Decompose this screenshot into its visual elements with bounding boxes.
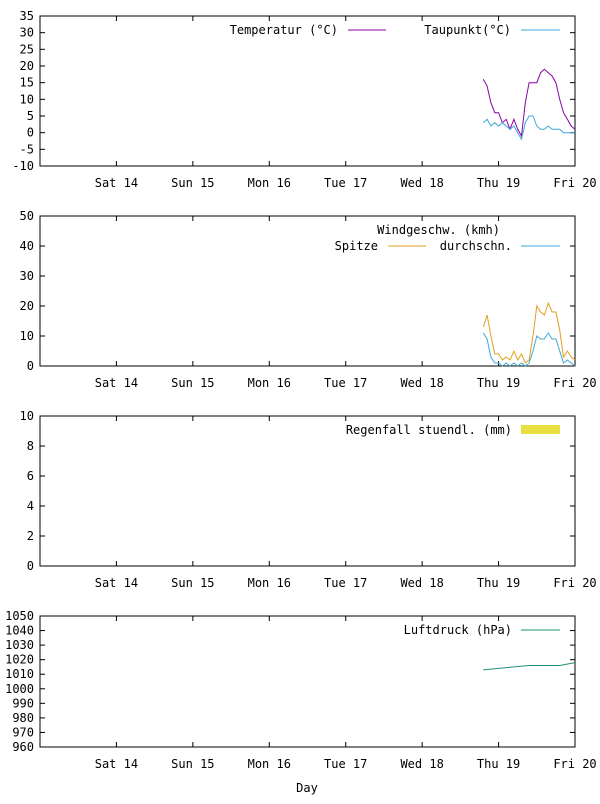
- y-tick-label-2-5: 50: [20, 209, 34, 223]
- legend-label-rain: Regenfall stuendl. (mm): [346, 423, 512, 437]
- x-tick-label-1-0: Sat 14: [95, 176, 138, 190]
- legend-label-dewpoint: Taupunkt(°C): [424, 23, 511, 37]
- y-tick-label-2-3: 30: [20, 269, 34, 283]
- y-tick-label-3-0: 0: [27, 559, 34, 573]
- series-line-1-2: [482, 115, 575, 141]
- y-tick-label-4-0: 960: [12, 740, 34, 754]
- wind-panel-title: Windgeschw. (kmh): [377, 223, 500, 237]
- y-tick-label-1-5: 15: [20, 76, 34, 90]
- series-line-2-1: [482, 301, 576, 364]
- x-tick-label-3-5: Thu 19: [477, 576, 520, 590]
- legend-label-temperature: Temperatur (°C): [230, 23, 338, 37]
- x-tick-label-3-2: Mon 16: [248, 576, 291, 590]
- y-tick-label-1-2: 0: [27, 126, 34, 140]
- y-tick-label-4-7: 1030: [5, 638, 34, 652]
- x-tick-label-2-2: Mon 16: [248, 376, 291, 390]
- plot-frame-3: [39, 415, 576, 567]
- x-tick-label-4-1: Sun 15: [171, 757, 214, 771]
- legend-sample-rain: [521, 425, 560, 434]
- y-tick-label-3-1: 2: [27, 529, 34, 543]
- y-tick-label-3-4: 8: [27, 439, 34, 453]
- y-tick-label-1-1: -5: [20, 142, 34, 156]
- y-tick-label-1-4: 10: [20, 92, 34, 106]
- x-tick-label-4-0: Sat 14: [95, 757, 138, 771]
- y-tick-label-3-5: 10: [20, 409, 34, 423]
- y-tick-label-4-9: 1050: [5, 609, 34, 623]
- y-tick-label-1-6: 20: [20, 59, 34, 73]
- x-tick-label-4-4: Wed 18: [400, 757, 443, 771]
- y-tick-label-1-0: -10: [12, 159, 34, 173]
- y-tick-label-4-6: 1020: [5, 653, 34, 667]
- x-tick-label-4-5: Thu 19: [477, 757, 520, 771]
- y-tick-label-4-2: 980: [12, 711, 34, 725]
- legend-label-avgwind: durchschn.: [440, 239, 512, 253]
- y-tick-label-3-3: 6: [27, 469, 34, 483]
- x-tick-label-4-3: Tue 17: [324, 757, 367, 771]
- y-tick-label-2-1: 10: [20, 329, 34, 343]
- plot-frame-1: [39, 15, 576, 167]
- x-tick-label-1-2: Mon 16: [248, 176, 291, 190]
- y-tick-label-4-4: 1000: [5, 682, 34, 696]
- x-tick-label-2-1: Sun 15: [171, 376, 214, 390]
- x-tick-label-3-0: Sat 14: [95, 576, 138, 590]
- x-tick-label-4-6: Fri 20: [553, 757, 596, 771]
- x-tick-label-2-0: Sat 14: [95, 376, 138, 390]
- y-tick-label-2-0: 0: [27, 359, 34, 373]
- series-line-1-1: [482, 68, 576, 138]
- x-tick-label-1-6: Fri 20: [553, 176, 596, 190]
- legend-label-gust: Spitze: [335, 239, 378, 253]
- y-tick-label-1-3: 5: [27, 109, 34, 123]
- x-tick-label-1-5: Thu 19: [477, 176, 520, 190]
- y-tick-label-4-1: 970: [12, 725, 34, 739]
- y-tick-label-1-8: 30: [20, 26, 34, 40]
- plot-frame-4: [39, 615, 576, 748]
- x-tick-label-3-4: Wed 18: [400, 576, 443, 590]
- legend-label-pressure: Luftdruck (hPa): [404, 623, 512, 637]
- y-tick-label-2-2: 20: [20, 299, 34, 313]
- series-line-2-2: [482, 332, 576, 367]
- x-tick-label-3-1: Sun 15: [171, 576, 214, 590]
- x-tick-label-2-4: Wed 18: [400, 376, 443, 390]
- x-tick-label-1-3: Tue 17: [324, 176, 367, 190]
- x-tick-label-2-6: Fri 20: [553, 376, 596, 390]
- x-tick-label-3-3: Tue 17: [324, 576, 367, 590]
- series-line-4-1: [483, 662, 576, 671]
- y-tick-label-4-3: 990: [12, 696, 34, 710]
- x-tick-label-3-6: Fri 20: [553, 576, 596, 590]
- y-tick-label-2-4: 40: [20, 239, 34, 253]
- x-axis-label: Day: [296, 781, 318, 795]
- y-tick-label-4-5: 1010: [5, 667, 34, 681]
- plot-frame-2: [39, 215, 576, 367]
- x-tick-label-1-4: Wed 18: [400, 176, 443, 190]
- x-tick-label-2-5: Thu 19: [477, 376, 520, 390]
- x-tick-label-2-3: Tue 17: [324, 376, 367, 390]
- y-tick-label-1-9: 35: [20, 9, 34, 23]
- y-tick-label-4-8: 1040: [5, 624, 34, 638]
- x-tick-label-1-1: Sun 15: [171, 176, 214, 190]
- y-tick-label-1-7: 25: [20, 42, 34, 56]
- y-tick-label-3-2: 4: [27, 499, 34, 513]
- x-tick-label-4-2: Mon 16: [248, 757, 291, 771]
